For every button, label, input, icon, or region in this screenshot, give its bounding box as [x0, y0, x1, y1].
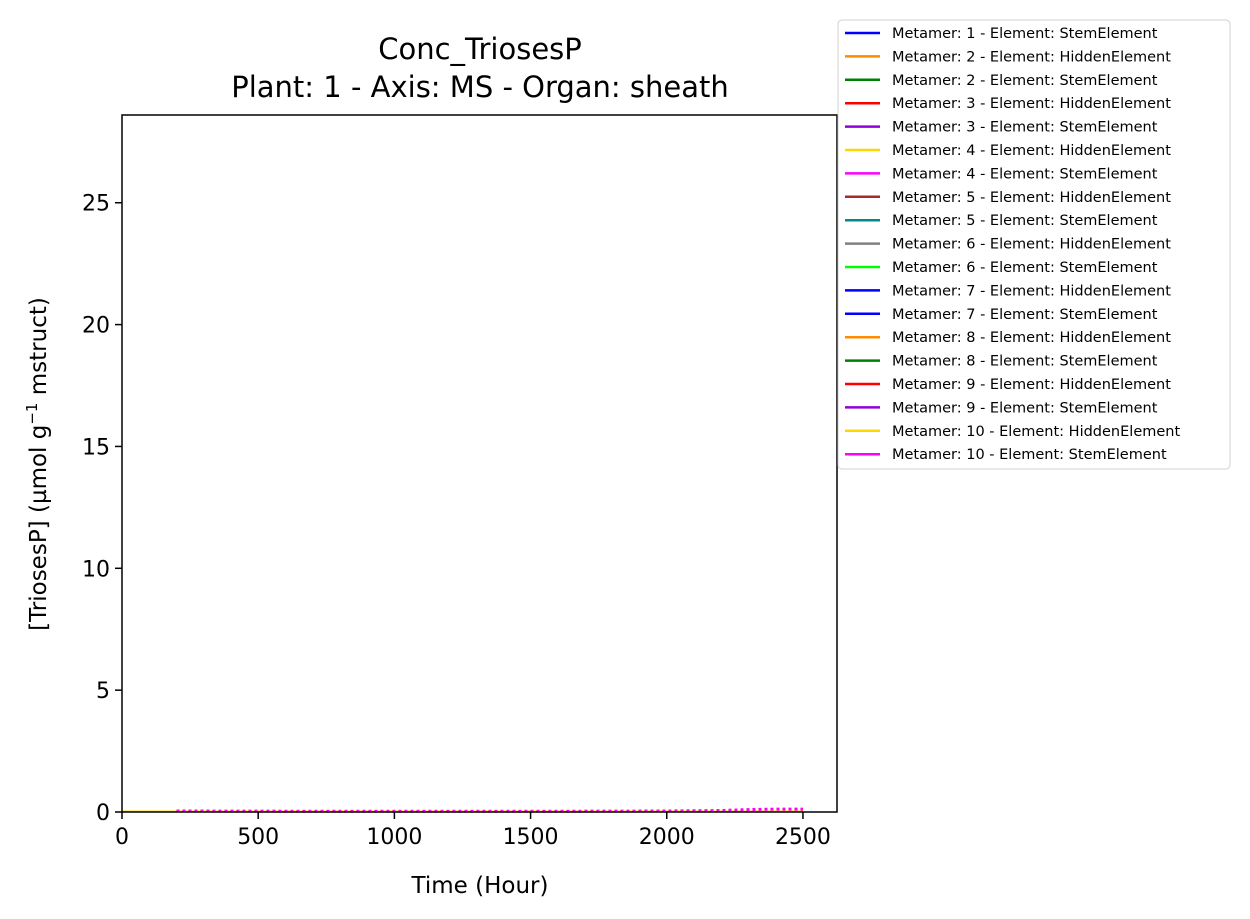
legend-label: Metamer: 8 - Element: StemElement: [892, 354, 1158, 370]
y-tick-label: 10: [82, 557, 110, 582]
legend-label: Metamer: 5 - Element: StemElement: [892, 213, 1158, 229]
legend-label: Metamer: 2 - Element: HiddenElement: [892, 49, 1171, 65]
chart-subtitle: Plant: 1 - Axis: MS - Organ: sheath: [231, 70, 729, 104]
legend-label: Metamer: 3 - Element: HiddenElement: [892, 96, 1171, 112]
legend-label: Metamer: 7 - Element: HiddenElement: [892, 283, 1171, 299]
x-axis-ticks: 0 500 1000 1500 2000 2500: [115, 812, 831, 850]
x-tick-label: 500: [237, 825, 279, 850]
y-axis-label-superscript: −1: [23, 403, 41, 425]
y-tick-label: 25: [82, 192, 110, 217]
plot-lines: [122, 807, 803, 813]
x-tick-label: 1000: [366, 825, 422, 850]
legend-entries: Metamer: 1 - Element: StemElement Metamer…: [845, 26, 1180, 463]
y-tick-label: 5: [96, 679, 110, 704]
legend: Metamer: 1 - Element: StemElement Metamer…: [837, 19, 1231, 470]
legend-label: Metamer: 3 - Element: StemElement: [892, 120, 1158, 136]
legend-label: Metamer: 2 - Element: StemElement: [892, 73, 1158, 89]
legend-label: Metamer: 7 - Element: StemElement: [892, 307, 1158, 323]
y-tick-label: 20: [82, 314, 110, 339]
x-tick-label: 2000: [639, 825, 695, 850]
legend-label: Metamer: 1 - Element: StemElement: [892, 26, 1158, 42]
legend-label: Metamer: 5 - Element: HiddenElement: [892, 190, 1171, 206]
plot-frame: [121, 114, 838, 813]
x-tick-label: 1500: [503, 825, 559, 850]
series-line: [176, 807, 803, 813]
y-axis-ticks: 0 5 10 15 20 25: [82, 192, 122, 826]
legend-label: Metamer: 8 - Element: HiddenElement: [892, 330, 1171, 346]
chart-title: Conc_TriosesP: [378, 32, 582, 66]
x-tick-label: 0: [115, 825, 129, 850]
legend-label: Metamer: 6 - Element: HiddenElement: [892, 237, 1171, 253]
legend-label: Metamer: 10 - Element: HiddenElement: [892, 424, 1180, 440]
y-axis-label-tail: mstruct): [26, 297, 52, 402]
legend-label: Metamer: 4 - Element: StemElement: [892, 166, 1158, 182]
legend-label: Metamer: 9 - Element: HiddenElement: [892, 377, 1171, 393]
legend-label: Metamer: 6 - Element: StemElement: [892, 260, 1158, 276]
legend-label: Metamer: 4 - Element: HiddenElement: [892, 143, 1171, 159]
legend-label: Metamer: 10 - Element: StemElement: [892, 447, 1167, 463]
x-tick-label: 2500: [775, 825, 831, 850]
y-tick-label: 15: [82, 435, 110, 460]
legend-label: Metamer: 9 - Element: StemElement: [892, 400, 1158, 416]
y-axis-label-main: [TriosesP] (µmol g: [26, 425, 52, 631]
legend-frame: [837, 19, 1231, 470]
y-tick-label: 0: [96, 801, 110, 826]
x-axis-label: Time (Hour): [411, 873, 549, 899]
y-axis-label: [TriosesP] (µmol g−1 mstruct): [23, 297, 52, 631]
